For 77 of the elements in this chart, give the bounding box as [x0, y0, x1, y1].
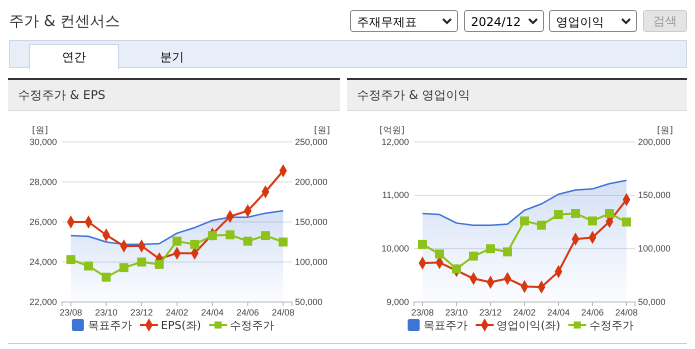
point: [102, 272, 111, 282]
point: [571, 208, 580, 218]
chart-title: 수정주가 & 영업이익: [347, 80, 687, 111]
legend-label: 수정주가: [230, 319, 274, 332]
point: [66, 255, 76, 264]
x-tick-label: 24/04: [201, 307, 224, 318]
legend-label: 목표주가: [88, 319, 132, 332]
tab: 연간: [29, 44, 119, 69]
x-tick-label: 23/10: [94, 307, 118, 318]
point: [452, 264, 461, 274]
dropdown-field: 주재무제표: [350, 10, 458, 32]
x-tick-label: 24/08: [272, 307, 294, 318]
x-tick-label: 24/04: [547, 307, 570, 318]
y-tick-label: 28,000: [29, 176, 57, 187]
y2-tick-label: 100,000: [295, 256, 328, 267]
point: [226, 230, 235, 240]
x-tick-label: 24/08: [615, 307, 638, 318]
y2-axis-title: [원]: [656, 126, 674, 136]
point: [172, 236, 182, 246]
x-tick-label: 24/06: [581, 307, 604, 318]
point: [208, 231, 217, 240]
point: [503, 247, 512, 256]
dropdown-field: 영업이익: [549, 10, 637, 32]
point: [418, 240, 427, 249]
legend-label: 영업이익(좌): [496, 319, 560, 332]
y2-tick-label: 100,000: [638, 244, 671, 254]
x-tick-label: 23/12: [479, 307, 502, 318]
point: [119, 263, 128, 272]
x-tick-label: 23/08: [60, 307, 82, 318]
y2-tick-label: 50,000: [295, 296, 323, 307]
text: 주가 & 컨센서스: [9, 12, 120, 31]
point: [278, 238, 288, 246]
y-tick-label: 30,000: [29, 136, 57, 147]
point: [537, 220, 546, 230]
x-tick-label: 24/06: [236, 307, 260, 318]
y-tick-label: 26,000: [29, 216, 57, 227]
point: [190, 240, 200, 249]
point: [469, 252, 478, 261]
y-axis-title: [원]: [32, 126, 48, 136]
y-tick-label: 10,000: [381, 244, 409, 254]
chart-title: 수정주가 & EPS: [8, 80, 340, 111]
point: [84, 262, 94, 270]
x-tick-label: 24/02: [513, 307, 536, 318]
point: [605, 208, 614, 218]
point: [243, 236, 252, 246]
y-axis-title: [억원]: [379, 126, 405, 136]
y2-tick-label: 50,000: [638, 296, 666, 307]
point: [260, 231, 270, 240]
y2-tick-label: 150,000: [638, 190, 671, 200]
point: [486, 244, 495, 254]
y-tick-label: 12,000: [381, 136, 409, 147]
y-tick-label: 24,000: [29, 256, 57, 267]
point: [554, 210, 563, 220]
point: [154, 260, 164, 269]
point: [137, 258, 146, 266]
y-tick-label: 22,000: [29, 296, 57, 307]
dropdown-field: 2024/12: [464, 10, 544, 32]
x-tick-label: 23/12: [130, 307, 153, 318]
text: 분기: [160, 49, 184, 66]
point: [520, 216, 529, 226]
y2-tick-label: 250,000: [295, 136, 328, 147]
legend-label: 목표주가: [424, 319, 468, 332]
point: [588, 216, 597, 226]
point: [622, 218, 631, 226]
x-tick-label: 24/02: [166, 307, 188, 318]
point: [435, 250, 444, 258]
y2-tick-label: 150,000: [295, 216, 328, 227]
x-tick-label: 23/10: [445, 307, 468, 318]
legend-label: EPS(좌): [160, 319, 202, 332]
y2-axis-title: [원]: [314, 126, 330, 136]
y2-tick-label: 200,000: [295, 176, 328, 187]
legend-label: 수정주가: [589, 319, 634, 332]
y-tick-label: 11,000: [382, 190, 409, 200]
y2-tick-label: 200,000: [638, 136, 671, 147]
y-tick-label: 9,000: [386, 296, 409, 307]
x-tick-label: 23/08: [411, 307, 434, 318]
search-button: 검색: [643, 10, 687, 32]
